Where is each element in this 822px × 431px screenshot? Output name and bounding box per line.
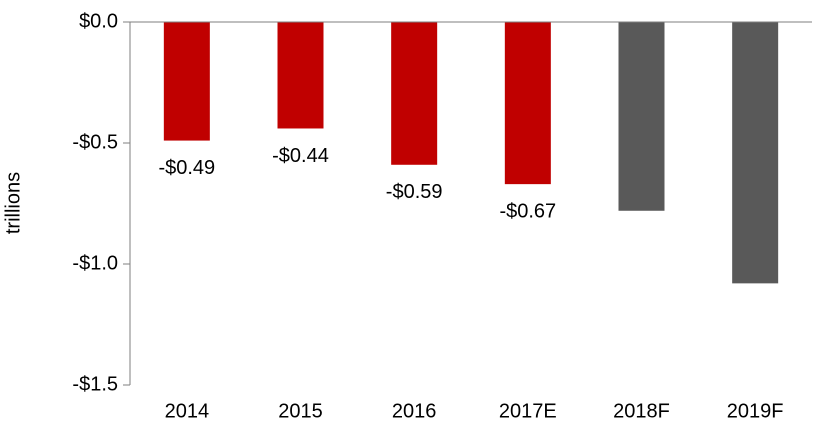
data-label: -$0.67 <box>499 200 556 222</box>
bar <box>618 22 665 211</box>
x-tick-label: 2015 <box>278 400 323 422</box>
y-tick-label: -$1.0 <box>72 252 118 274</box>
x-tick-label: 2018F <box>613 400 670 422</box>
bar <box>504 22 551 185</box>
y-tick-label: -$1.5 <box>72 373 118 395</box>
x-tick-label: 2016 <box>392 400 437 422</box>
x-tick-label: 2017E <box>499 400 557 422</box>
x-tick-label: 2014 <box>165 400 210 422</box>
bar <box>277 22 324 129</box>
bar <box>732 22 779 284</box>
bar <box>391 22 438 165</box>
y-tick-label: $0.0 <box>79 10 118 32</box>
data-label: -$0.49 <box>158 157 215 179</box>
y-axis-label: trillions <box>2 172 24 234</box>
data-label: -$0.44 <box>272 145 329 167</box>
bar <box>163 22 210 141</box>
x-tick-label: 2019F <box>727 400 784 422</box>
data-label: -$0.59 <box>386 181 443 203</box>
y-tick-label: -$0.5 <box>72 131 118 153</box>
